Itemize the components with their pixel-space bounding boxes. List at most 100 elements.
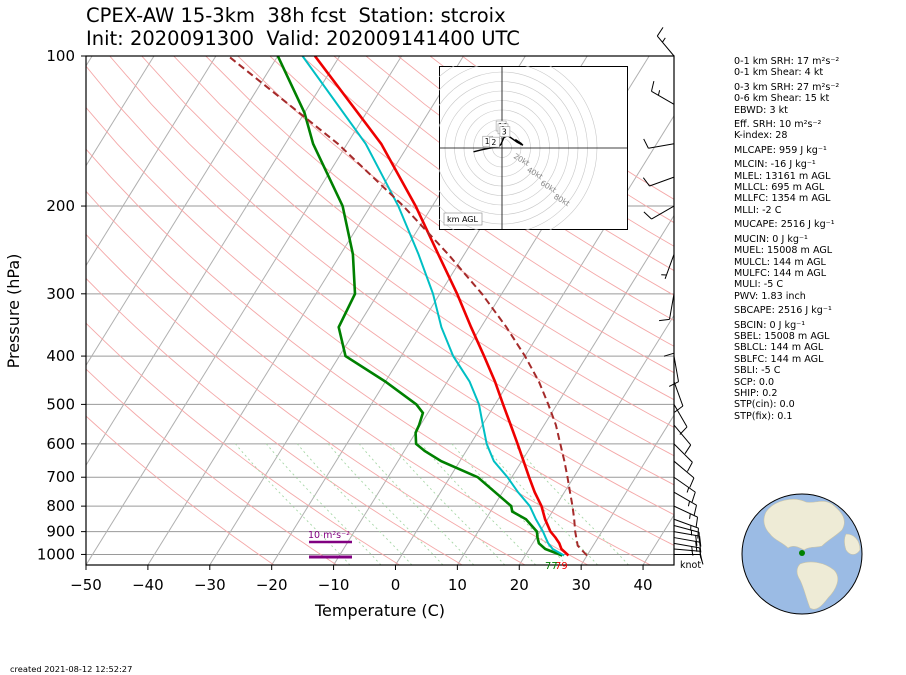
wind-barb-flag <box>695 535 698 546</box>
srh-bar: 10 m²s⁻² <box>308 530 352 559</box>
dry-adiabat <box>86 322 400 565</box>
wind-barb-shaft <box>673 424 692 446</box>
wind-barb-shaft <box>673 542 700 549</box>
wind-barb-shaft <box>651 205 675 220</box>
moist-adiabat <box>420 443 537 565</box>
isotherm-line <box>86 56 279 367</box>
wind-barb-shaft <box>648 143 675 149</box>
dry-adiabat <box>269 56 674 347</box>
y-tick-label: 500 <box>46 395 75 413</box>
dry-adiabat <box>205 56 674 401</box>
hodograph-height-label: 3 <box>502 128 507 137</box>
isotherm-line <box>86 56 341 467</box>
created-timestamp: created 2021-08-12 12:52:27 <box>10 664 133 674</box>
y-tick-label: 1000 <box>37 545 75 563</box>
dry-adiabat <box>86 368 337 565</box>
x-tick-label: 10 <box>448 576 467 594</box>
wind-barb <box>673 505 699 528</box>
skewt-axes: −50 −40 −30 −20 −10 0 10 20 30 40 100 200 300 400 500 6… <box>37 47 653 594</box>
wind-barb-shaft <box>673 381 684 407</box>
index-line: MLCIN: -16 J kg⁻¹ <box>734 159 816 171</box>
wind-barb <box>656 27 675 57</box>
index-line: 0-6 km Shear: 15 kt <box>734 93 830 105</box>
hodograph-legend: km AGL <box>447 215 479 224</box>
wind-barb <box>673 537 702 553</box>
location-globe <box>741 493 863 615</box>
globe-south-america <box>796 561 839 610</box>
wind-barb-shaft <box>673 531 700 537</box>
surface-dewpoint-label: 77 <box>545 561 558 572</box>
indices-panel: 0-1 km SRH: 17 m²s⁻² 0-1 km Shear: 4 kt 0-… <box>734 56 904 422</box>
index-line: EBWD: 3 kt <box>734 104 788 116</box>
wind-barb-flag <box>695 517 699 528</box>
wind-barb <box>673 404 688 435</box>
wind-barb-flag <box>643 211 652 220</box>
index-line: 0-3 km SRH: 27 m²s⁻² <box>734 81 840 93</box>
skewt-background-lines <box>86 56 674 565</box>
dry-adiabat <box>86 415 275 565</box>
chart-title-line1: CPEX-AW 15-3km 38h fcst Station: stcroix <box>86 4 506 27</box>
y-axis-label: Pressure (hPa) <box>4 254 23 369</box>
wind-barb-flag <box>695 541 698 552</box>
index-line: MULI: -5 C <box>734 279 784 291</box>
index-line: PWV: 1.83 inch <box>734 290 806 302</box>
globe-africa-edge <box>844 533 861 555</box>
index-line: MULCL: 144 m AGL <box>734 256 826 268</box>
dry-adiabat <box>86 148 651 565</box>
wind-barb <box>673 518 699 539</box>
index-line: MLCAPE: 959 J kg⁻¹ <box>734 144 827 156</box>
wind-barb-half <box>687 501 691 507</box>
wind-barb-flag <box>659 318 670 322</box>
dry-adiabat <box>86 190 589 565</box>
wind-barbs <box>642 27 704 565</box>
wind-barb <box>673 381 684 413</box>
wind-barb <box>650 81 675 105</box>
wind-barb <box>643 205 675 220</box>
dry-adiabat <box>301 56 674 321</box>
index-line: K-index: 28 <box>734 130 788 142</box>
dry-adiabat <box>86 106 674 546</box>
dewpoint-profile <box>276 56 563 557</box>
index-line: MUCAPE: 2516 J kg⁻¹ <box>734 219 835 231</box>
wind-barb-flag <box>699 536 702 547</box>
wind-barb-flag <box>663 352 675 357</box>
dry-adiabat <box>365 56 674 272</box>
wind-barb-flag <box>674 405 684 413</box>
isotherm-line <box>86 56 217 267</box>
wind-barb <box>673 491 698 516</box>
wind-barb-half <box>662 37 666 43</box>
wind-barb-shaft <box>673 476 696 493</box>
x-tick-label: −50 <box>70 576 102 594</box>
hodograph-height-label: 2 <box>491 138 496 147</box>
wind-barb <box>643 138 675 149</box>
parcel-profile <box>227 56 588 557</box>
x-tick-label: 0 <box>391 576 401 594</box>
isotherm-line <box>147 56 464 565</box>
wind-barb-flag <box>650 81 655 92</box>
wind-barb <box>673 476 696 503</box>
wind-barb-shaft <box>673 548 700 552</box>
index-line: MLLI: -2 C <box>734 204 782 216</box>
index-line: STP(fix): 0.1 <box>734 410 793 422</box>
index-line: STP(cin): 0.0 <box>734 399 795 411</box>
wind-barb <box>642 176 675 187</box>
y-tick-label: 100 <box>46 47 75 65</box>
hodograph-height-box <box>489 136 500 148</box>
wind-barb-shaft <box>673 537 700 543</box>
moist-adiabat <box>296 443 413 565</box>
hodograph-height-box <box>499 126 511 137</box>
wind-barb-shaft <box>673 525 700 533</box>
wind-barb-shaft <box>673 518 699 529</box>
wind-barb-shaft <box>673 491 697 506</box>
wind-barb <box>659 293 675 322</box>
isotherm-line <box>86 56 403 565</box>
wind-barb-flag <box>691 491 696 503</box>
y-tick-label: 400 <box>46 347 75 365</box>
wind-barb-shaft <box>651 90 675 105</box>
wind-barb-flag <box>642 177 650 187</box>
x-tick-label: −30 <box>194 576 226 594</box>
wind-barb-shaft <box>673 443 693 463</box>
y-tick-label: 700 <box>46 468 75 486</box>
wind-unit-label: knot <box>680 560 702 571</box>
